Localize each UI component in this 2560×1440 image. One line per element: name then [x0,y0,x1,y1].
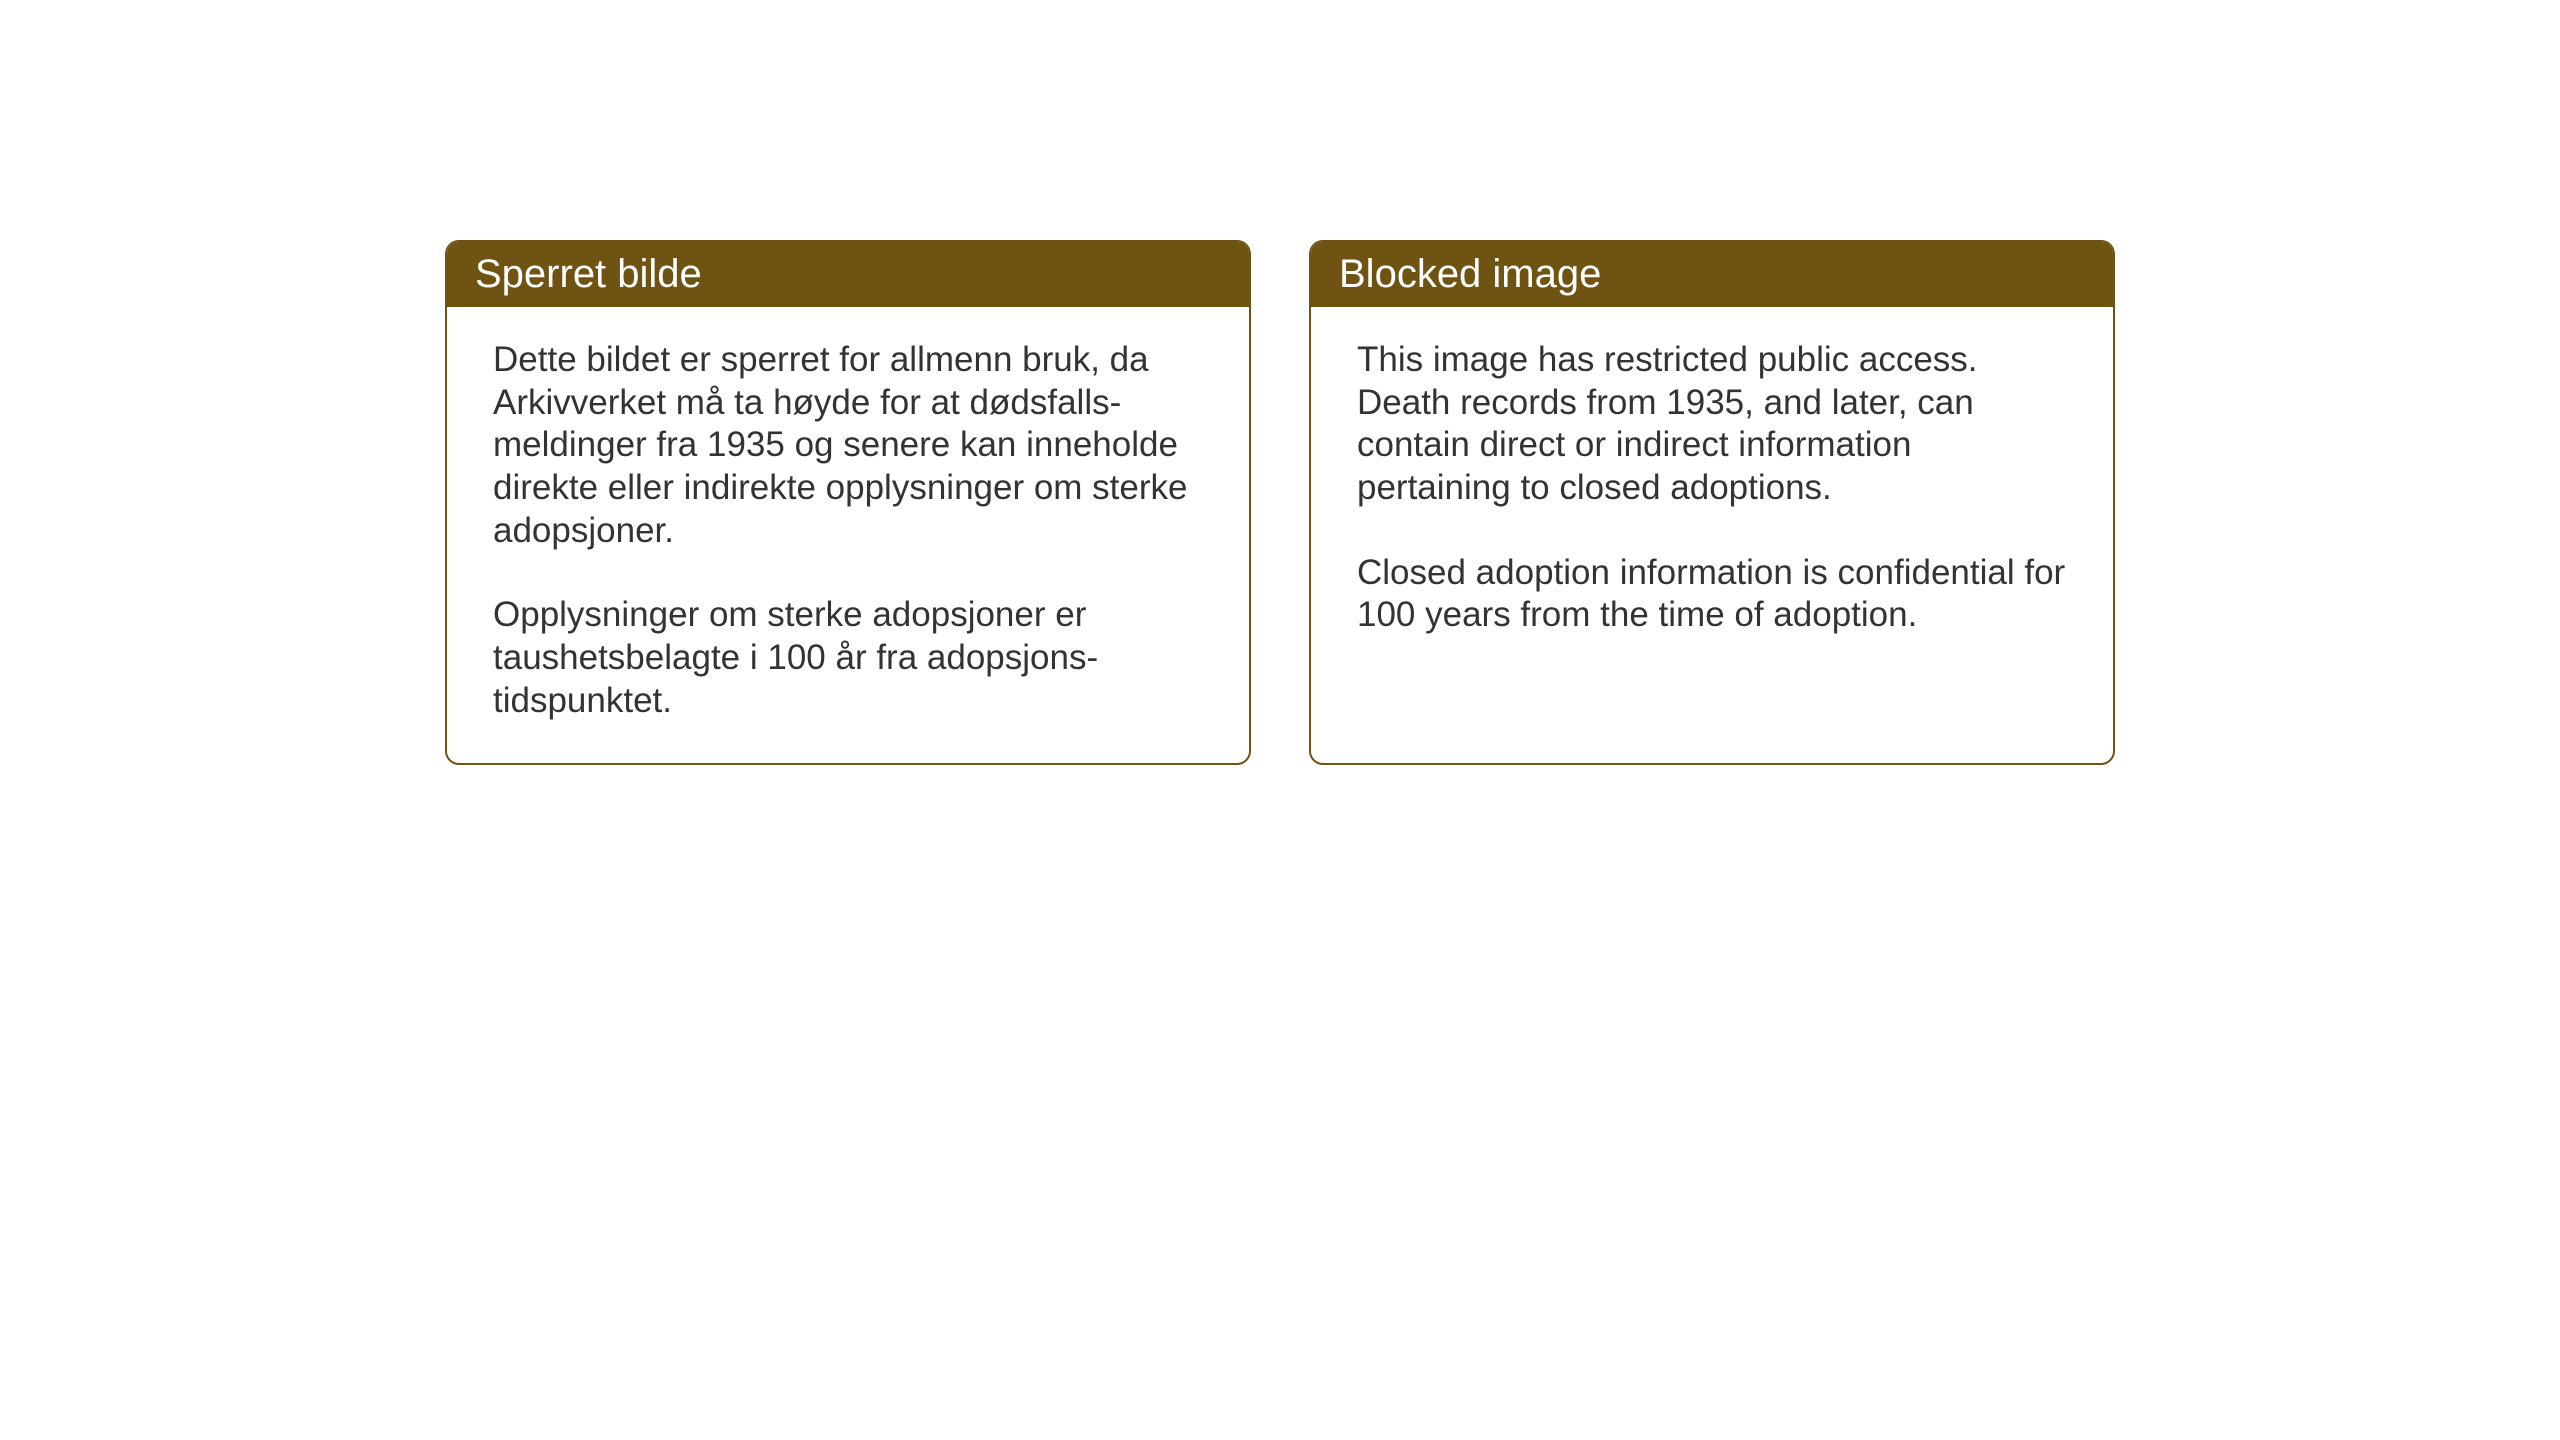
card-norwegian: Sperret bilde Dette bildet er sperret fo… [445,240,1251,765]
card-title-english: Blocked image [1339,252,1601,296]
card-paragraph1-english: This image has restricted public access.… [1357,339,2067,510]
card-paragraph2-english: Closed adoption information is confident… [1357,552,2067,637]
card-header-english: Blocked image [1311,242,2113,307]
card-paragraph1-norwegian: Dette bildet er sperret for allmenn bruk… [493,339,1203,552]
card-english: Blocked image This image has restricted … [1309,240,2115,765]
card-body-english: This image has restricted public access.… [1311,307,2113,737]
card-title-norwegian: Sperret bilde [475,252,702,296]
card-paragraph2-norwegian: Opplysninger om sterke adopsjoner er tau… [493,594,1203,722]
card-header-norwegian: Sperret bilde [447,242,1249,307]
card-body-norwegian: Dette bildet er sperret for allmenn bruk… [447,307,1249,763]
cards-container: Sperret bilde Dette bildet er sperret fo… [445,240,2115,765]
